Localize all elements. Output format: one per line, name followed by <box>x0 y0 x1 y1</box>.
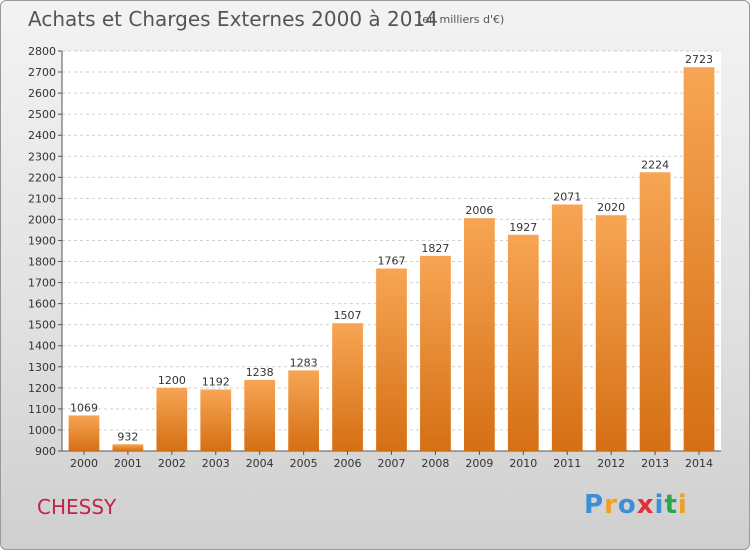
x-tick-label: 2000 <box>70 457 98 470</box>
bar <box>112 444 144 451</box>
logo-letter: o <box>617 490 637 520</box>
bar <box>68 415 100 451</box>
y-tick-label: 1500 <box>28 319 56 332</box>
y-tick-label: 1200 <box>28 382 56 395</box>
y-tick-label: 1800 <box>28 256 56 269</box>
x-tick-label: 2002 <box>158 457 186 470</box>
bar <box>156 387 188 451</box>
bar <box>288 370 320 451</box>
bar <box>200 389 232 451</box>
logo-letter: x <box>636 490 655 520</box>
bar <box>420 255 451 451</box>
chart-title: Achats et Charges Externes 2000 à 2014 <box>28 7 438 31</box>
value-label: 2020 <box>597 201 625 214</box>
x-tick-label: 2012 <box>597 457 625 470</box>
y-tick-label: 900 <box>35 445 56 458</box>
x-tick-label: 2011 <box>553 457 581 470</box>
bar <box>551 204 583 451</box>
x-tick-label: 2010 <box>509 457 537 470</box>
value-label: 1069 <box>70 401 98 414</box>
x-tick-label: 2014 <box>685 457 713 470</box>
x-tick-label: 2004 <box>246 457 274 470</box>
logo-letter: i <box>677 490 688 520</box>
x-tick-label: 2001 <box>114 457 142 470</box>
y-tick-label: 2700 <box>28 66 56 79</box>
logo-letter: P <box>584 490 605 520</box>
logo-letter: r <box>604 490 618 520</box>
y-tick-label: 1400 <box>28 340 56 353</box>
bar <box>639 172 671 451</box>
commune-name: CHESSY <box>37 495 117 519</box>
y-tick-label: 1700 <box>28 277 56 290</box>
value-label: 2071 <box>553 190 581 203</box>
bar <box>683 67 715 452</box>
value-label: 1927 <box>509 221 537 234</box>
y-tick-label: 2500 <box>28 108 56 121</box>
value-label: 1192 <box>202 376 230 389</box>
logo-letter: t <box>664 490 678 520</box>
y-axis-ticks: 900 1000 1100 1200 1300 1400 1500 1600 1700 1800 1… <box>28 45 721 458</box>
y-tick-label: 1000 <box>28 424 56 437</box>
x-tick-label: 2003 <box>202 457 230 470</box>
value-label: 1238 <box>246 366 274 379</box>
x-tick-label: 2007 <box>378 457 406 470</box>
value-label: 2723 <box>685 53 713 66</box>
y-tick-label: 2000 <box>28 213 56 226</box>
bar <box>507 234 539 451</box>
logo-letter: i <box>654 490 665 520</box>
value-label: 2006 <box>465 204 493 217</box>
value-label: 1507 <box>334 309 362 322</box>
y-tick-label: 2200 <box>28 171 56 184</box>
x-axis-ticks: 2000 2001 2002 2003 2004 2005 2006 2007 2008 2009… <box>70 451 713 470</box>
x-tick-label: 2006 <box>334 457 362 470</box>
value-label: 932 <box>117 430 138 443</box>
x-tick-label: 2008 <box>421 457 449 470</box>
value-label: 1200 <box>158 374 186 387</box>
y-tick-label: 2600 <box>28 87 56 100</box>
proxiti-logo: Proxiti <box>584 490 688 520</box>
bar <box>244 379 276 451</box>
y-tick-label: 1900 <box>28 234 56 247</box>
value-label: 2224 <box>641 158 669 171</box>
bars <box>68 67 715 452</box>
bar <box>376 268 407 451</box>
bar <box>332 323 363 451</box>
y-tick-label: 1300 <box>28 361 56 374</box>
bar <box>463 218 495 451</box>
y-tick-label: 2100 <box>28 192 56 205</box>
value-label: 1827 <box>421 242 449 255</box>
x-tick-label: 2005 <box>290 457 318 470</box>
y-tick-label: 1100 <box>28 403 56 416</box>
value-labels: 1069 932 1200 1192 1238 1283 1507 1767 1827 2006 1… <box>70 53 713 443</box>
y-tick-label: 1600 <box>28 298 56 311</box>
value-label: 1767 <box>378 254 406 267</box>
x-tick-label: 2013 <box>641 457 669 470</box>
x-tick-label: 2009 <box>465 457 493 470</box>
chart-subtitle: (en milliers d'€) <box>418 13 505 26</box>
value-label: 1283 <box>290 356 318 369</box>
y-tick-label: 2400 <box>28 129 56 142</box>
y-tick-label: 2300 <box>28 150 56 163</box>
y-tick-label: 2800 <box>28 45 56 58</box>
bar <box>595 215 627 451</box>
